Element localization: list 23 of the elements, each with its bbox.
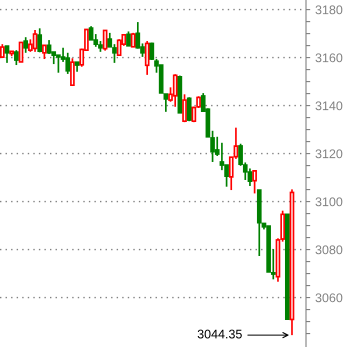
candlestick: [14, 49, 19, 66]
candlestick: [18, 42, 24, 63]
candlestick: [186, 96, 192, 122]
candlestick: [4, 45, 10, 64]
candlestick: [102, 29, 108, 52]
y-tick-label: 3180: [316, 5, 342, 14]
candlestick: [23, 36, 28, 54]
candlestick: [74, 61, 80, 73]
y-tick-label: 3100: [316, 197, 342, 206]
y-tick-label: 3080: [316, 245, 342, 254]
y-tick-label: 3160: [316, 53, 342, 62]
annotation: 3044.35: [198, 330, 242, 338]
candlestick: [126, 30, 131, 47]
y-tick-label: 3120: [316, 149, 342, 158]
candlestick: [252, 169, 257, 194]
y-tick-label: 3140: [316, 101, 342, 110]
candlestick: [144, 40, 150, 76]
candlestick: [42, 44, 47, 60]
candlestick: [182, 93, 187, 123]
candlestick: [37, 27, 42, 54]
candlestick: [0, 43, 5, 59]
candlestick: [70, 57, 75, 87]
y-tick-label: 3060: [316, 293, 342, 302]
